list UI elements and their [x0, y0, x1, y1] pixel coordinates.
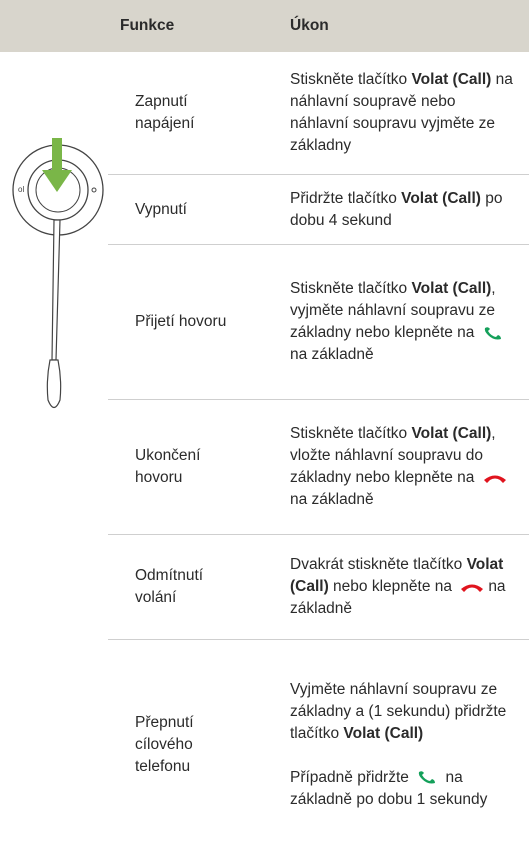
end-call-icon [483, 475, 506, 483]
action: Stiskněte tlačítko Volat (Call), vyjměte… [290, 245, 518, 399]
action: Vyjměte náhlavní soupravu ze základny a … [290, 640, 518, 849]
text: Stiskněte tlačítko [290, 280, 412, 297]
text: na základně po dobu 1 sekundy [290, 768, 488, 808]
button-name: Volat (Call) [411, 425, 492, 442]
button-name: Volat (Call) [290, 556, 504, 595]
table-row: Přijetí hovoru Stiskněte tlačítko Volat … [108, 245, 529, 400]
function: Přepnutí cílového telefonu [135, 713, 194, 775]
text: , vyjměte náhlavní soupravu ze základny … [290, 280, 496, 341]
text: Vyjměte náhlavní soupravu ze základny a … [290, 680, 507, 742]
text: Stiskněte tlačítko [290, 71, 412, 88]
table-row: Odmítnutí volání Dvakrát stiskněte tlačí… [108, 535, 529, 640]
action: Přidržte tlačítko Volat (Call) po dobu 4… [290, 175, 518, 244]
answer-icon [419, 771, 436, 784]
button-name: Volat (Call) [343, 724, 424, 742]
text: po dobu 4 sekund [290, 189, 503, 229]
action: Stiskněte tlačítko Volat (Call) na náhla… [290, 52, 518, 174]
button-name: Volat (Call) [401, 189, 481, 207]
function: Vypnutí [135, 200, 187, 218]
text: Stiskněte tlačítko [290, 425, 412, 442]
function: Přijetí hovoru [135, 313, 227, 330]
table-row: Ukončení hovoru Stiskněte tlačítko Volat… [108, 400, 529, 535]
table-header: Funkce Úkon [0, 0, 529, 52]
table-row: Zapnutí napájení Stiskněte tlačítko Vola… [108, 52, 529, 175]
header-function: Funkce [120, 17, 175, 34]
function: Odmítnutí volání [135, 567, 204, 606]
text: na náhlavní soupravě nebo náhlavní soupr… [290, 71, 513, 154]
text: na základně [290, 346, 374, 363]
button-name: Volat (Call) [411, 280, 492, 297]
action: Dvakrát stiskněte tlačítko Volat (Call) … [290, 535, 518, 639]
text: Přidržte tlačítko [290, 189, 402, 207]
svg-text:ol: ol [18, 185, 24, 194]
text: , vložte náhlavní soupravu do základny n… [290, 425, 496, 486]
text: Dvakrát stiskněte tlačítko [290, 556, 467, 573]
answer-icon [484, 327, 501, 340]
button-name: Volat (Call) [411, 71, 492, 88]
end-call-icon [461, 584, 484, 592]
text: Případně přidržte [290, 768, 414, 786]
table-row: Přepnutí cílového telefonu Vyjměte náhla… [108, 640, 529, 849]
table-row: Vypnutí Přidržte tlačítko Volat (Call) p… [108, 175, 529, 245]
headset-illustration: ol [12, 138, 104, 409]
text: nebo klepněte na [328, 578, 457, 595]
text: na základně [290, 491, 374, 508]
text: na základně [290, 578, 506, 617]
action: Stiskněte tlačítko Volat (Call), vložte … [290, 400, 518, 534]
header-action: Úkon [290, 17, 329, 34]
function: Ukončení hovoru [135, 447, 201, 486]
function: Zapnutí napájení [135, 93, 195, 132]
